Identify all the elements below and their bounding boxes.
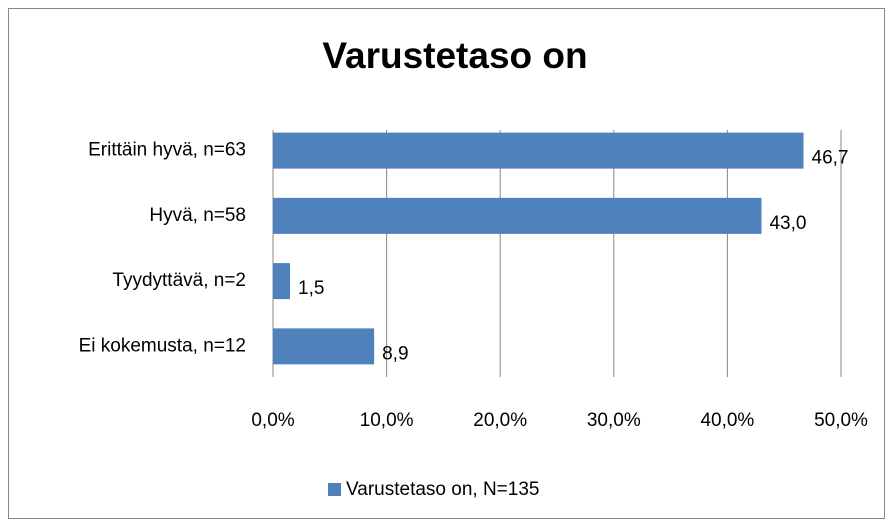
legend-swatch	[328, 483, 341, 496]
chart-frame	[8, 8, 885, 519]
x-tick-label: 10,0%	[360, 410, 414, 431]
x-tick-label: 40,0%	[700, 410, 754, 431]
bar	[273, 263, 291, 300]
legend-label: Varustetaso on, N=135	[346, 479, 539, 500]
data-label: 46,7	[812, 148, 849, 169]
y-tick-label: Ei kokemusta, n=12	[79, 335, 246, 356]
bar	[273, 328, 375, 365]
y-tick-label: Hyvä, n=58	[149, 205, 246, 226]
y-tick-label: Tyydyttävä, n=2	[112, 270, 246, 291]
data-label: 43,0	[769, 213, 806, 234]
chart-title: Varustetaso on	[322, 35, 587, 76]
data-label: 1,5	[298, 278, 324, 299]
bar	[273, 132, 804, 169]
bar	[273, 197, 762, 234]
x-tick-label: 20,0%	[473, 410, 527, 431]
y-tick-label: Erittäin hyvä, n=63	[88, 140, 246, 161]
x-tick-label: 30,0%	[587, 410, 641, 431]
x-tick-label: 0,0%	[251, 410, 294, 431]
data-label: 8,9	[382, 343, 408, 364]
x-tick-label: 50,0%	[814, 410, 868, 431]
